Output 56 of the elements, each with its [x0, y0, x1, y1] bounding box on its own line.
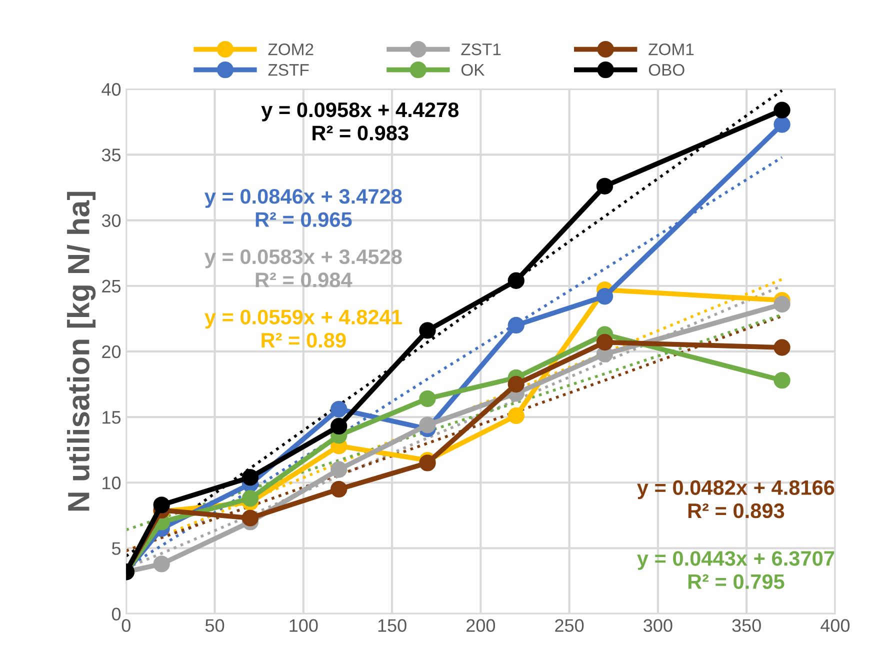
- x-tick-label: 100: [290, 619, 318, 632]
- y-tick-label: 20: [102, 345, 121, 358]
- point: [330, 461, 348, 478]
- y-tick-label: 25: [102, 280, 121, 293]
- y-tick-label: 40: [102, 83, 121, 96]
- y-tick-label: 10: [102, 476, 121, 490]
- point: [596, 178, 614, 195]
- x-tick-label: 50: [205, 619, 224, 632]
- annotation: y = 0.0482x + 4.8166 R² = 0.893: [637, 480, 834, 518]
- x-tick-label: 300: [644, 619, 672, 632]
- point: [508, 407, 524, 424]
- point: [508, 272, 524, 289]
- point: [508, 316, 524, 334]
- point: [242, 510, 259, 526]
- point: [419, 454, 436, 472]
- x-tick-label: 0: [122, 619, 130, 632]
- point: [774, 296, 790, 313]
- x-tick-label: 200: [466, 619, 496, 632]
- legend-label: ZSTF: [268, 64, 309, 76]
- annotation: y = 0.0559x + 4.8241 R² = 0.89: [204, 310, 402, 348]
- x-tick-label: 400: [820, 619, 850, 632]
- point: [330, 418, 348, 435]
- legend-label: OBO: [648, 64, 684, 76]
- legend-label: ZOM1: [648, 43, 694, 56]
- annotation: y = 0.0443x + 6.3707 R² = 0.795: [637, 551, 834, 590]
- x-tick-label: 350: [732, 619, 761, 632]
- point: [596, 288, 614, 305]
- point: [508, 376, 524, 393]
- y-tick-label: 0: [112, 608, 121, 621]
- annotation: y = 0.0583x + 3.4528 R² = 0.984: [204, 249, 402, 288]
- y-tick-label: 30: [102, 214, 121, 227]
- legend-label: ZOM2: [268, 43, 314, 56]
- point: [774, 102, 790, 118]
- annotation: y = 0.0958x + 4.4278 R² = 0.983: [261, 102, 459, 140]
- point: [242, 469, 259, 486]
- point: [153, 496, 170, 514]
- point: [419, 390, 436, 408]
- point: [774, 339, 790, 356]
- point: [774, 116, 790, 133]
- point: [330, 400, 348, 418]
- y-tick-label: 35: [102, 148, 121, 162]
- y-tick-label: 15: [102, 411, 121, 424]
- point: [242, 490, 259, 507]
- y-tick-label: 5: [112, 542, 121, 555]
- x-tick-label: 150: [378, 619, 406, 632]
- point: [419, 416, 436, 434]
- point: [419, 322, 436, 339]
- legend-label: OK: [461, 64, 485, 76]
- legend-label: ZST1: [461, 43, 501, 56]
- point: [153, 556, 170, 572]
- x-tick-label: 250: [555, 619, 584, 632]
- y-axis-title: N utilisation [kg N/ ha]: [67, 192, 96, 511]
- annotation: y = 0.0846x + 3.4728 R² = 0.965: [204, 189, 402, 227]
- point: [330, 480, 348, 498]
- point: [774, 372, 790, 389]
- point: [596, 334, 614, 351]
